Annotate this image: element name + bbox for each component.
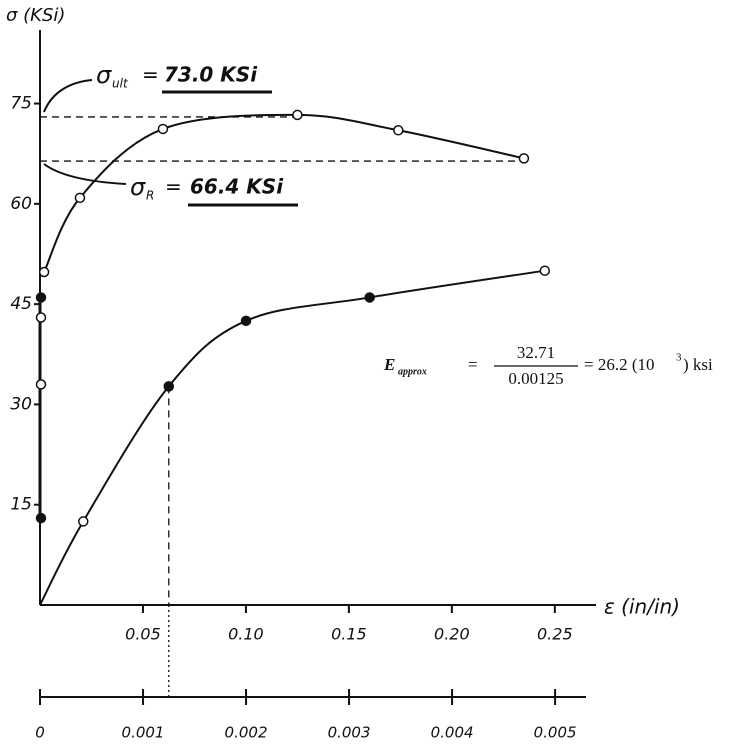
- data-point: [78, 516, 89, 527]
- x2-tick-label: 0: [35, 724, 45, 742]
- data-point: [539, 265, 551, 276]
- data-point: [35, 379, 47, 390]
- x-tick-label: 0.05: [125, 625, 161, 644]
- y-tick-label: 45: [10, 294, 32, 314]
- x2-tick-label: 0.003: [328, 724, 371, 742]
- arrow: [43, 79, 93, 113]
- data-point: [35, 512, 47, 524]
- data-point: [157, 123, 169, 135]
- unit: ) ksi: [683, 355, 713, 374]
- x2-tick-label: 0.002: [225, 724, 268, 742]
- x2-tick-label: 0.004: [431, 724, 474, 742]
- denominator: 0.00125: [508, 369, 563, 388]
- x-tick-label: 0.15: [331, 625, 367, 644]
- value-label: 73.0 KSi: [164, 63, 258, 87]
- data-point: [35, 312, 47, 323]
- data-point: [163, 381, 175, 392]
- symbol: approx: [398, 366, 427, 377]
- y-axis-label: σ (KSi): [6, 5, 65, 26]
- power: 3: [676, 352, 682, 364]
- equals: =: [142, 63, 159, 87]
- symbol: E: [383, 355, 395, 374]
- curve: [43, 113, 525, 273]
- equals: =: [165, 175, 182, 199]
- x2-tick-label: 0.001: [122, 724, 165, 742]
- y-tick-label: 60: [10, 194, 32, 214]
- data-point: [518, 153, 530, 164]
- ultimate-annotation: σ ult = 73.0 KSi: [43, 61, 272, 113]
- arrow: [43, 163, 127, 185]
- symbol: σ: [96, 61, 112, 89]
- data-point: [393, 125, 404, 136]
- data-point: [292, 109, 303, 121]
- x2-tick-label: 0.005: [534, 724, 577, 742]
- x-tick-label: 0.25: [537, 625, 573, 644]
- subscript: R: [146, 189, 154, 203]
- modulus-annotation: approx E = 32.71 0.00125 = 26.2 (10 3 ) …: [383, 343, 713, 388]
- subscript: ult: [112, 77, 129, 91]
- symbol: σ: [130, 173, 146, 201]
- y-tick-label: 75: [10, 94, 32, 114]
- equals: =: [468, 355, 478, 374]
- y-tick-label: 15: [10, 495, 32, 515]
- data-point: [364, 292, 375, 303]
- value-label: 66.4 KSi: [190, 175, 284, 199]
- data-point: [35, 292, 47, 303]
- numerator: 32.71: [517, 343, 555, 362]
- data-point: [240, 315, 252, 327]
- result: = 26.2 (10: [584, 355, 655, 374]
- x-tick-label: 0.10: [228, 625, 264, 644]
- x-tick-label: 0.20: [434, 625, 470, 644]
- data-point: [38, 266, 50, 278]
- curve: [39, 269, 545, 606]
- y-tick-label: 30: [10, 394, 32, 414]
- rupture-annotation: σ R = 66.4 KSi: [43, 163, 298, 207]
- data-point: [74, 192, 86, 204]
- x-axis-label: ε (in/in): [604, 595, 680, 619]
